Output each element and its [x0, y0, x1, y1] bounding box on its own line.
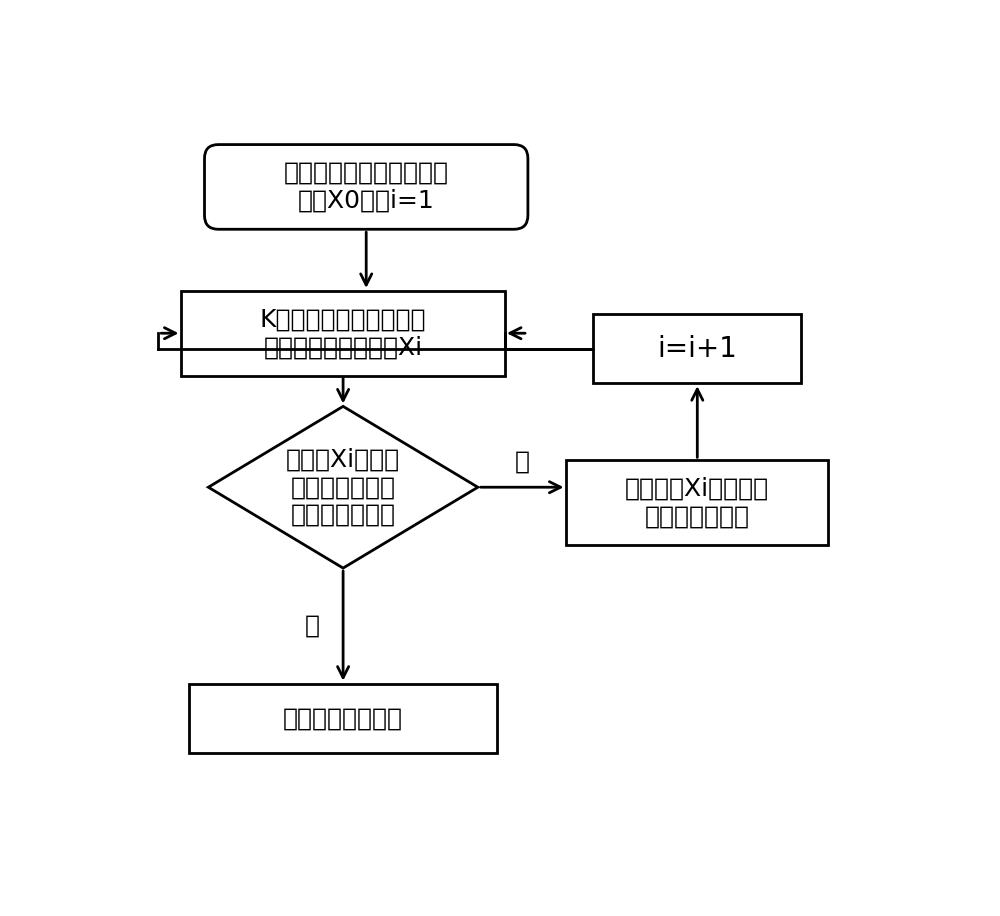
- Bar: [181, 291, 505, 376]
- Bar: [593, 314, 801, 383]
- Text: K均值算法识别并剔除第
一类异常值，得序列Xi: K均值算法识别并剔除第 一类异常值，得序列Xi: [260, 308, 426, 359]
- Text: 输入预处理后的车头时距
序列X0，令i=1: 输入预处理后的车头时距 序列X0，令i=1: [284, 161, 449, 213]
- Bar: [566, 460, 828, 545]
- Text: 否: 否: [515, 450, 530, 474]
- Text: 提取饱和车头时距: 提取饱和车头时距: [283, 706, 403, 730]
- Text: 对序列Xi进行正
态检验，判断是
否服从正态分布: 对序列Xi进行正 态检验，判断是 否服从正态分布: [286, 447, 400, 527]
- Text: 剔除序列Xi中距平均
值最远的样本点: 剔除序列Xi中距平均 值最远的样本点: [625, 476, 769, 529]
- Bar: [189, 683, 497, 753]
- Polygon shape: [208, 407, 478, 568]
- FancyBboxPatch shape: [205, 145, 528, 229]
- Text: 是: 是: [305, 614, 320, 638]
- Text: i=i+1: i=i+1: [657, 334, 737, 363]
